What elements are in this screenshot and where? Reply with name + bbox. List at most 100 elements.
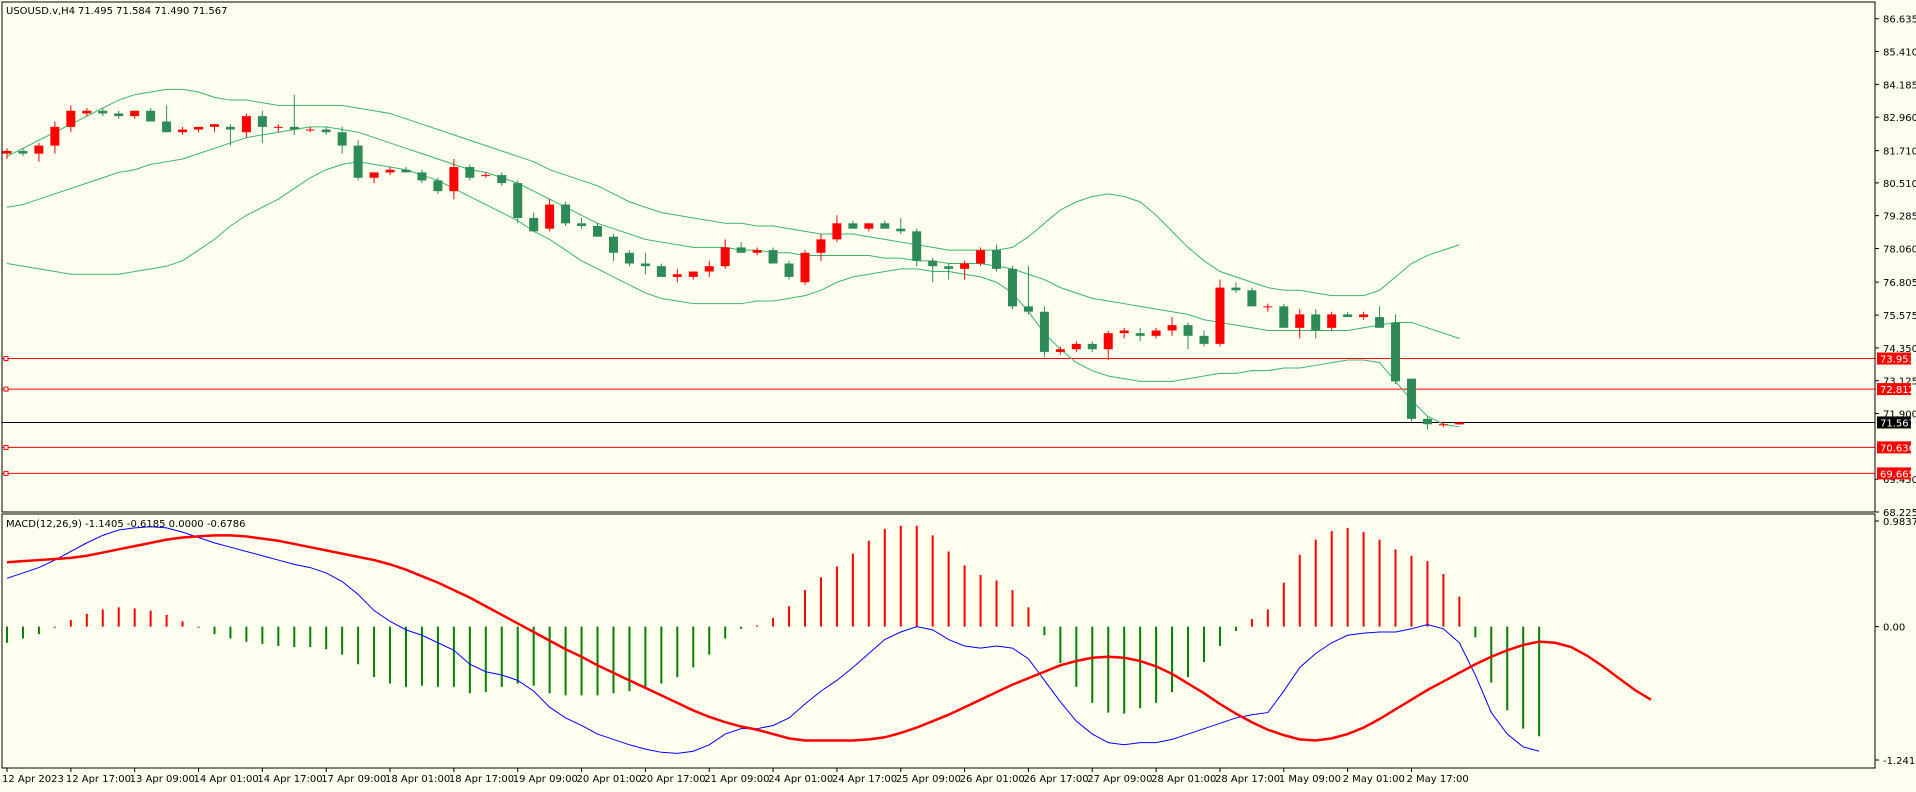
bollinger-lower	[6, 161, 1460, 428]
candle-body	[1263, 306, 1273, 308]
candle-body	[1087, 343, 1097, 350]
price-tick-label: 73.125	[1883, 377, 1916, 388]
time-tick-label: 25 Apr 09:00	[896, 774, 961, 785]
price-tick-label: 76.805	[1883, 278, 1916, 289]
candle-body	[960, 263, 970, 269]
candle-body	[1231, 287, 1241, 291]
price-tick-label: 71.900	[1883, 410, 1916, 421]
candle-body	[848, 223, 858, 229]
candle-body	[417, 172, 427, 181]
time-tick-label: 18 Apr 01:00	[385, 774, 450, 785]
candle-body	[545, 204, 555, 229]
level-tag	[1877, 467, 1911, 480]
candle-body	[321, 129, 331, 133]
candle-body	[178, 129, 188, 133]
candle-body	[146, 110, 156, 122]
candle-body	[209, 124, 219, 127]
level-tag	[1877, 352, 1911, 365]
candle-body	[912, 231, 922, 261]
time-tick-label: 14 Apr 01:00	[194, 774, 259, 785]
candle-body	[624, 252, 634, 264]
candle-body	[353, 145, 363, 178]
candle-body	[305, 129, 315, 131]
time-tick-label: 1 May 09:00	[1279, 774, 1341, 785]
ohlc-readout: 71.495 71.584 71.490 71.567	[78, 6, 228, 17]
candle-body	[1391, 322, 1401, 382]
candle-body	[465, 167, 475, 178]
macd-tick-label: 0.9837	[1883, 517, 1916, 528]
candle-body	[433, 180, 443, 192]
candle-body	[1279, 306, 1289, 328]
candle-body	[640, 263, 650, 267]
level-tag-label: 72.812	[1880, 385, 1915, 396]
level-handle	[3, 444, 9, 450]
candle-body	[130, 110, 140, 117]
candle-body	[98, 110, 108, 114]
candle-body	[928, 260, 938, 267]
macd-pane-frame	[1, 513, 1876, 769]
candle-body	[1247, 290, 1257, 307]
candle-body	[784, 263, 794, 277]
candle-body	[1135, 333, 1145, 336]
macd-red-line	[6, 534, 1652, 742]
candle-body	[529, 217, 539, 232]
candle-body	[816, 239, 826, 253]
candle-body	[864, 223, 874, 229]
candle-body	[1375, 317, 1385, 328]
candle-body	[976, 250, 986, 264]
candle-body	[1215, 287, 1225, 344]
candle-body	[82, 110, 92, 114]
candle-body	[385, 169, 395, 173]
candle-body	[18, 150, 28, 154]
price-tick-label: 81.710	[1883, 147, 1916, 158]
candle-body	[561, 204, 571, 224]
macd-tick-label: -1.2416	[1883, 756, 1916, 767]
level-handle	[3, 356, 9, 362]
candle-body	[752, 250, 762, 253]
candle-body	[114, 113, 124, 117]
time-tick-label: 27 Apr 09:00	[1087, 774, 1152, 785]
time-tick-label: 28 Apr 01:00	[1151, 774, 1216, 785]
candle-body	[1023, 306, 1033, 312]
macd-tick-label: 0.00	[1883, 623, 1905, 634]
candle-body	[225, 126, 235, 130]
candle-body	[880, 223, 890, 229]
level-handle	[3, 470, 9, 476]
candle-body	[608, 236, 618, 253]
candle-body	[1183, 325, 1193, 336]
candle-body	[34, 145, 44, 154]
time-tick-label: 18 Apr 17:00	[449, 774, 514, 785]
candle-body	[1311, 314, 1321, 331]
candle-body	[1327, 314, 1337, 328]
candle-body	[656, 266, 666, 277]
candle-body	[800, 252, 810, 283]
candle-body	[1007, 268, 1017, 307]
level-tag	[1877, 383, 1911, 396]
bollinger-upper	[6, 88, 1460, 297]
candle-body	[720, 247, 730, 267]
candle-body	[1295, 314, 1305, 328]
candle-body	[992, 250, 1002, 269]
candle-body	[832, 223, 842, 240]
price-tick-label: 75.575	[1883, 311, 1916, 322]
candle-body	[194, 126, 204, 130]
time-tick-label: 19 Apr 09:00	[513, 774, 578, 785]
time-tick-label: 20 Apr 01:00	[577, 774, 642, 785]
candle-body	[1454, 422, 1464, 425]
time-tick-label: 2 May 17:00	[1406, 774, 1468, 785]
time-tick-label: 12 Apr 2023	[2, 774, 64, 785]
time-tick-label: 13 Apr 09:00	[130, 774, 195, 785]
macd-pane[interactable]: MACD(12,26,9) -1.1405 -0.6185 0.0000 -0.…	[6, 519, 1652, 754]
candle-body	[513, 183, 523, 218]
candle-body	[736, 247, 746, 253]
candle-body	[1071, 343, 1081, 350]
current-price-tag-label: 71.567	[1880, 418, 1915, 429]
price-pane[interactable]: USOUSD.v,H4 71.495 71.584 71.490 71.567	[2, 6, 1875, 476]
candle-body	[672, 274, 682, 277]
candle-body	[688, 271, 698, 277]
candle-body	[273, 126, 283, 128]
candle-body	[768, 250, 778, 264]
